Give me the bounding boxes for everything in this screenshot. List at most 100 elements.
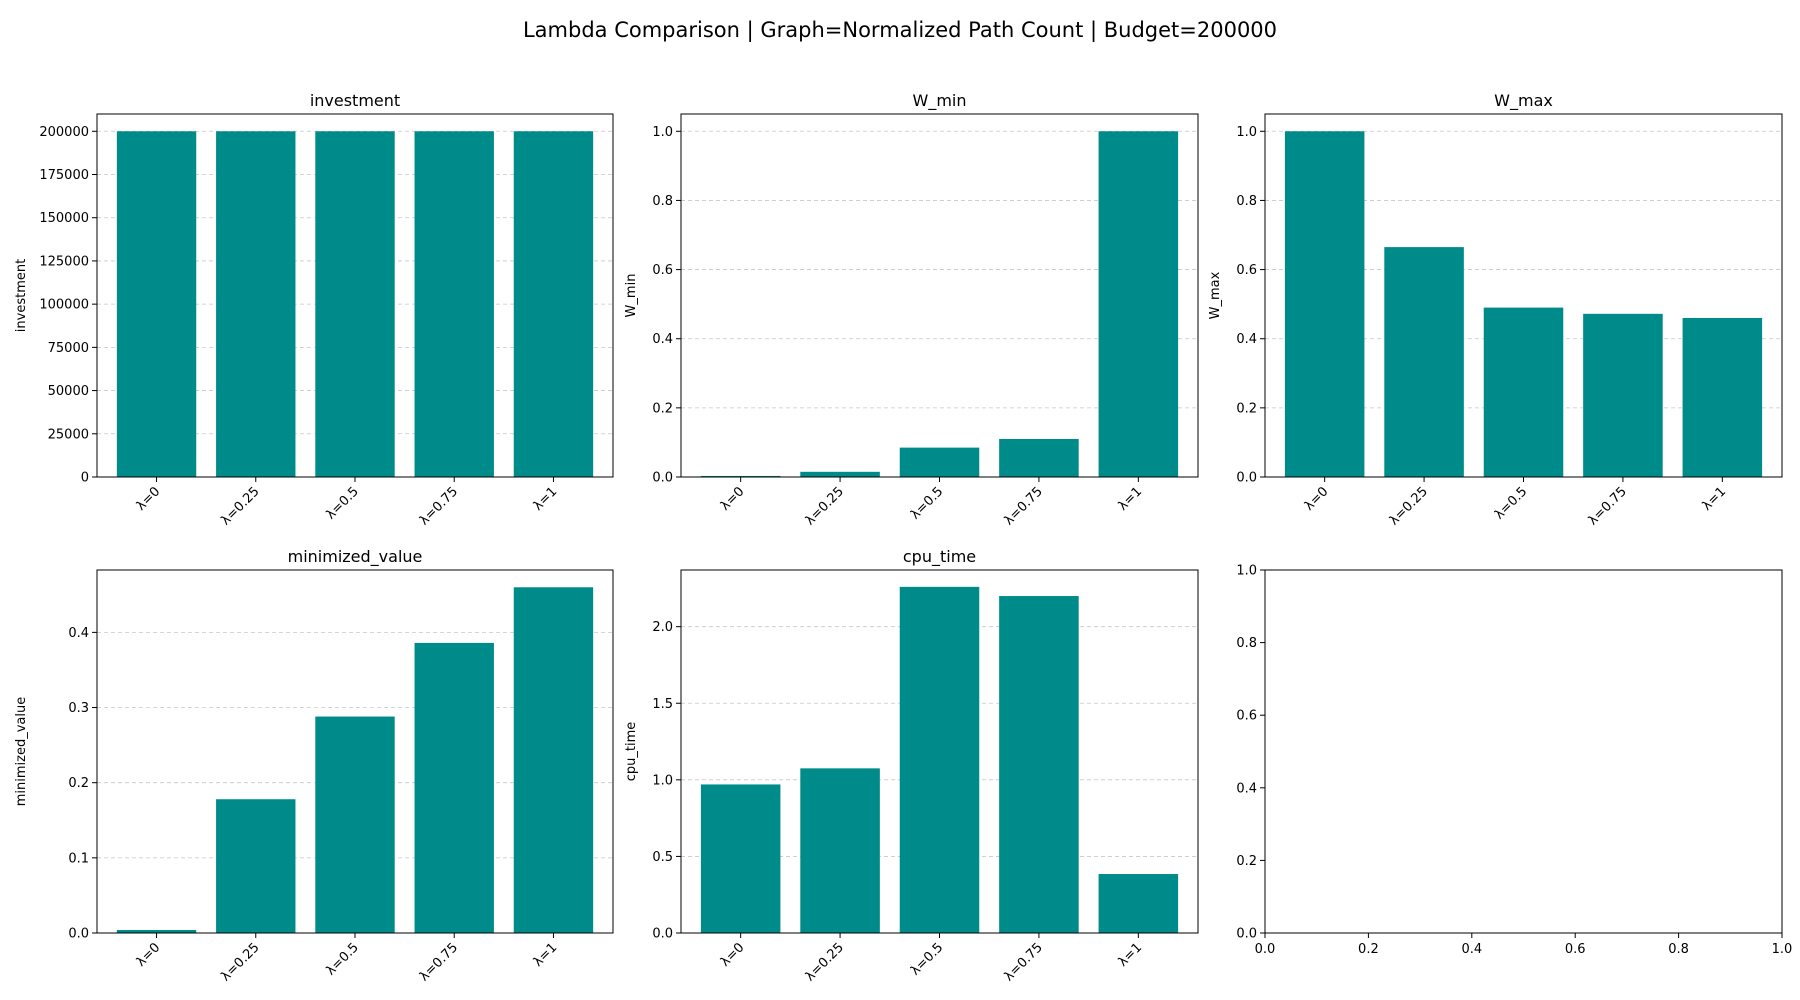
y-tick-label: 0.3 (68, 701, 89, 716)
y-tick-label: 0.0 (1236, 927, 1257, 942)
y-tick-label: 0.8 (1236, 194, 1257, 209)
bar-λ=0.75 (999, 438, 1079, 477)
y-tick-label: 0.8 (1236, 636, 1257, 651)
bar-λ=1 (513, 131, 594, 478)
bar-λ=0.75 (999, 596, 1079, 933)
y-axis-label: W_min (624, 274, 639, 318)
subplot-title: investment (310, 91, 400, 110)
x-tick-label: λ=0.75 (1586, 484, 1630, 528)
y-tick-label: 2.0 (652, 620, 673, 635)
bar-λ=1 (1098, 874, 1179, 933)
x-tick-label: λ=0.75 (417, 940, 461, 984)
subplot-title: minimized_value (288, 547, 423, 567)
y-axis-label: investment (14, 259, 29, 332)
bar-λ=0.5 (1483, 307, 1564, 477)
bar-λ=0.75 (414, 642, 494, 933)
x-tick-label: 0.4 (1461, 942, 1482, 957)
y-tick-label: 0.0 (652, 927, 673, 942)
bar-λ=0 (1284, 131, 1365, 478)
subplot-W_max: λ=0 λ=0.25 λ=0.5 λ=0.75 λ=1 0.0 0.2 0.4 0.6 0.8 1.… (1208, 91, 1783, 528)
x-tick-label: 0.6 (1565, 942, 1586, 957)
x-tick-label: 0.8 (1668, 942, 1689, 957)
y-tick-label: 125000 (39, 254, 89, 269)
y-tick-label: 100000 (39, 298, 89, 313)
y-tick-label: 0.2 (1236, 401, 1257, 416)
y-tick-label: 175000 (39, 168, 89, 183)
y-tick-label: 0.2 (652, 401, 673, 416)
y-tick-label: 0.0 (652, 471, 673, 486)
bar-λ=0.25 (800, 768, 880, 933)
y-tick-label: 0.0 (1236, 471, 1257, 486)
bar-λ=0.25 (216, 799, 296, 933)
y-tick-label: 1.0 (1236, 125, 1257, 140)
y-tick-label: 0.4 (652, 332, 673, 347)
x-tick-label: 1.0 (1772, 942, 1793, 957)
y-tick-label: 0.8 (652, 194, 673, 209)
subplot-W_min: λ=0 λ=0.25 λ=0.5 λ=0.75 λ=1 0.0 0.2 0.4 0.6 0.8 1.… (624, 91, 1199, 528)
bar-λ=0.25 (1384, 247, 1464, 477)
y-tick-label: 0.4 (1236, 781, 1257, 796)
subplot-investment: λ=0 λ=0.25 λ=0.5 λ=0.75 λ=1 0 25000 50000 75000 1… (14, 91, 614, 528)
subplot-cpu_time: λ=0 λ=0.25 λ=0.5 λ=0.75 λ=1 0.0 0.5 1.0 1.5 2.0 cp… (624, 547, 1199, 984)
bar-λ=1 (1682, 317, 1763, 477)
subplot-grid: λ=0 λ=0.25 λ=0.5 λ=0.75 λ=1 0 25000 50000 75000 1… (14, 91, 1792, 984)
subplot-minimized_value: λ=0 λ=0.25 λ=0.5 λ=0.75 λ=1 0.0 0.1 0.2 0.3 0.4 mi… (14, 547, 614, 984)
x-tick-label: λ=0 (134, 940, 164, 970)
y-tick-label: 25000 (48, 427, 89, 442)
subplot-title: W_max (1494, 91, 1553, 111)
y-tick-label: 1.0 (1236, 564, 1257, 579)
axes-frame (96, 569, 614, 934)
y-tick-label: 1.5 (652, 697, 673, 712)
x-tick-label: 0.2 (1358, 942, 1379, 957)
bar-λ=0.5 (899, 447, 980, 477)
bar-λ=0 (700, 784, 781, 933)
y-axis-label: W_max (1208, 271, 1223, 319)
bar-λ=0.5 (315, 716, 395, 933)
y-tick-label: 0.0 (68, 927, 89, 942)
x-tick-label: λ=1 (531, 484, 561, 514)
x-tick-label: λ=0 (718, 940, 748, 970)
x-tick-label: λ=0 (1302, 484, 1332, 514)
axes-frame (680, 569, 1199, 934)
x-tick-label: λ=0.25 (1387, 484, 1431, 528)
bar-λ=0.25 (800, 471, 880, 477)
bar-λ=0.75 (1583, 313, 1663, 477)
x-tick-label: λ=0.5 (908, 484, 946, 522)
x-tick-label: λ=1 (1116, 484, 1146, 514)
x-tick-label: 0.0 (1255, 942, 1276, 957)
x-tick-label: λ=0.25 (803, 484, 847, 528)
bar-λ=1 (513, 587, 594, 933)
y-tick-label: 0.6 (1236, 709, 1257, 724)
bar-λ=0.5 (899, 586, 980, 933)
x-tick-label: λ=0.5 (908, 940, 946, 978)
axes-frame (680, 113, 1199, 478)
x-tick-label: λ=0.25 (218, 940, 262, 984)
axes-frame (1264, 569, 1783, 934)
x-tick-label: λ=0.25 (803, 940, 847, 984)
x-tick-label: λ=0.5 (323, 484, 361, 522)
y-tick-label: 0.2 (1236, 854, 1257, 869)
bar-λ=0.5 (315, 131, 395, 478)
y-tick-label: 0.2 (68, 776, 89, 791)
bar-λ=1 (1098, 131, 1179, 478)
y-tick-label: 1.0 (652, 773, 673, 788)
y-tick-label: 0.6 (1236, 263, 1257, 278)
x-tick-label: λ=0.25 (218, 484, 262, 528)
x-tick-label: λ=1 (1700, 484, 1730, 514)
bar-λ=0 (116, 131, 197, 478)
x-tick-label: λ=0.75 (1002, 484, 1046, 528)
y-axis-label: cpu_time (624, 722, 639, 782)
bar-λ=0 (700, 475, 781, 477)
y-tick-label: 0.1 (68, 851, 89, 866)
subplot-title: cpu_time (903, 547, 976, 567)
x-tick-label: λ=1 (531, 940, 561, 970)
y-tick-label: 0.4 (1236, 332, 1257, 347)
bar-λ=0.25 (216, 131, 296, 478)
axes-frame (96, 113, 614, 478)
x-tick-label: λ=0 (134, 484, 164, 514)
y-tick-label: 150000 (39, 211, 89, 226)
figure-title: Lambda Comparison | Graph=Normalized Pat… (523, 18, 1277, 43)
y-tick-label: 0.5 (652, 850, 673, 865)
y-tick-label: 200000 (39, 125, 89, 140)
